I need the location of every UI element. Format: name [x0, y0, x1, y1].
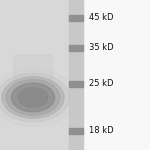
- Ellipse shape: [0, 69, 76, 126]
- Bar: [69, 81, 82, 87]
- Bar: [69, 128, 82, 134]
- Text: 45 kD: 45 kD: [88, 14, 113, 22]
- Ellipse shape: [18, 88, 48, 107]
- Bar: [69, 0, 82, 150]
- Text: 35 kD: 35 kD: [88, 44, 113, 52]
- Bar: [69, 45, 82, 51]
- Text: 25 kD: 25 kD: [88, 80, 113, 88]
- Ellipse shape: [11, 83, 55, 112]
- Bar: [69, 15, 82, 21]
- Ellipse shape: [0, 73, 69, 122]
- Bar: [0, 0, 82, 150]
- Ellipse shape: [6, 80, 60, 116]
- Ellipse shape: [2, 77, 64, 118]
- FancyBboxPatch shape: [14, 55, 52, 90]
- Bar: [82, 0, 150, 150]
- Text: 18 kD: 18 kD: [88, 126, 113, 135]
